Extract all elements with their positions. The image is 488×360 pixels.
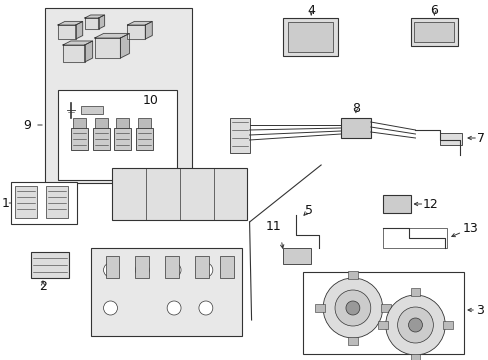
Bar: [380, 304, 390, 312]
Bar: [135, 256, 149, 278]
Polygon shape: [127, 25, 145, 39]
Bar: [81, 106, 102, 114]
Bar: [136, 128, 153, 150]
Bar: [90, 248, 241, 336]
Bar: [443, 321, 452, 329]
Polygon shape: [62, 41, 92, 45]
Bar: [347, 337, 357, 345]
Polygon shape: [127, 22, 152, 25]
Bar: [410, 354, 420, 360]
Bar: [382, 195, 410, 213]
Bar: [340, 118, 370, 138]
Circle shape: [323, 278, 382, 338]
Circle shape: [385, 295, 445, 355]
Circle shape: [397, 307, 432, 343]
Polygon shape: [76, 22, 82, 39]
Bar: [414, 22, 453, 42]
Polygon shape: [84, 15, 104, 18]
Circle shape: [199, 263, 212, 277]
Bar: [219, 256, 233, 278]
Bar: [314, 304, 325, 312]
Bar: [283, 248, 310, 264]
Bar: [116, 118, 129, 128]
Text: 8: 8: [351, 102, 359, 114]
Circle shape: [103, 301, 117, 315]
Bar: [114, 128, 131, 150]
Bar: [229, 118, 249, 153]
Text: 6: 6: [429, 4, 437, 17]
Circle shape: [334, 290, 370, 326]
Polygon shape: [145, 22, 152, 39]
Text: 12: 12: [422, 198, 437, 211]
Bar: [288, 22, 332, 52]
Text: 1: 1: [1, 197, 9, 210]
Bar: [347, 271, 357, 279]
Bar: [73, 118, 85, 128]
Polygon shape: [120, 33, 129, 58]
Bar: [165, 256, 179, 278]
Bar: [105, 256, 119, 278]
Bar: [31, 252, 69, 278]
Bar: [71, 128, 87, 150]
Bar: [112, 168, 246, 220]
Polygon shape: [58, 25, 76, 39]
Polygon shape: [62, 45, 84, 62]
Polygon shape: [58, 22, 82, 25]
Bar: [303, 272, 463, 354]
Text: 2: 2: [39, 279, 47, 292]
Bar: [410, 288, 420, 296]
Text: 10: 10: [142, 94, 158, 107]
Polygon shape: [94, 38, 120, 58]
Polygon shape: [84, 18, 99, 29]
Circle shape: [167, 301, 181, 315]
Bar: [195, 256, 208, 278]
Bar: [94, 118, 107, 128]
Polygon shape: [84, 41, 92, 62]
Bar: [11, 182, 77, 224]
Circle shape: [345, 301, 359, 315]
Bar: [138, 118, 151, 128]
Polygon shape: [99, 15, 104, 29]
Bar: [92, 128, 109, 150]
Circle shape: [407, 318, 422, 332]
Text: 4: 4: [306, 4, 314, 17]
Text: 7: 7: [476, 131, 484, 144]
Bar: [58, 90, 177, 180]
Circle shape: [167, 263, 181, 277]
Text: 11: 11: [265, 220, 281, 233]
Bar: [46, 186, 68, 218]
Polygon shape: [94, 33, 129, 38]
Bar: [382, 228, 447, 248]
Bar: [377, 321, 387, 329]
Circle shape: [135, 263, 149, 277]
Text: 3: 3: [475, 303, 483, 316]
Bar: [15, 186, 37, 218]
Bar: [45, 8, 192, 183]
Bar: [283, 18, 337, 56]
Text: 13: 13: [461, 221, 477, 234]
Text: 5: 5: [305, 203, 312, 216]
Circle shape: [199, 301, 212, 315]
Circle shape: [103, 263, 117, 277]
Text: 9: 9: [23, 118, 31, 131]
Bar: [439, 133, 461, 145]
Bar: [410, 18, 457, 46]
